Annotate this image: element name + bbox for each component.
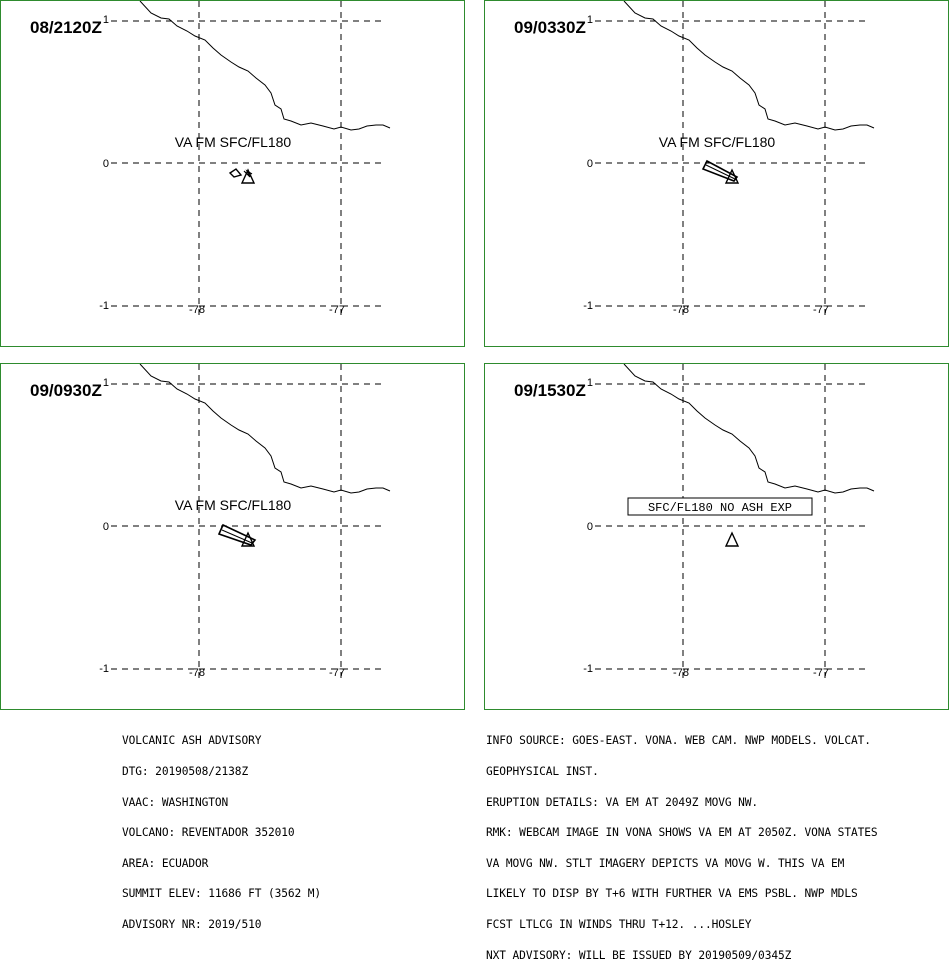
no-ash-label-box [627,497,813,516]
volcano-triangle-icon [724,531,740,547]
advisory-remark-3: LIKELY TO DISP BY T+6 WITH FURTHER VA EM… [486,887,858,901]
map-canvas: 1 0 -1 -78 -77 SFC/FL180 NO ASH EXP [583,364,875,680]
ash-forecast-label: SFC/FL180 NO ASH EXP [648,501,792,515]
lat-label: 0 [103,521,109,533]
coastline [623,1,875,131]
lat-label: 1 [587,377,593,389]
advisory-vaac: VAAC: WASHINGTON [122,795,229,809]
lat-label: 1 [103,377,109,389]
lon-label: -78 [189,667,205,679]
map-panel-1: 1 0 -1 -78 -77 VA FM SFC/FL180 08/2120Z [0,0,465,347]
lon-label: -77 [813,304,829,316]
graticule [111,1,386,317]
panel-time-title: 09/0930Z [30,381,102,400]
advisory-remark-4: FCST LTLCG IN WINDS THRU T+12. ...HOSLEY [486,917,752,931]
lat-label: 1 [103,14,109,26]
advisory-left: VOLCANIC ASH ADVISORY DTG: 20190508/2138… [122,716,321,940]
advisory-right: INFO SOURCE: GOES-EAST. VONA. WEB CAM. N… [486,716,878,971]
advisory-number: ADVISORY NR: 2019/510 [122,917,262,931]
coastline [623,364,875,494]
advisory-remark-1: RMK: WEBCAM IMAGE IN VONA SHOWS VA EM AT… [486,826,878,840]
coastline [139,364,391,494]
ash-area-hatch [221,529,253,544]
advisory-remark-2: VA MOVG NW. STLT IMAGERY DEPICTS VA MOVG… [486,856,845,870]
lon-label: -78 [673,304,689,316]
advisory-info-source: INFO SOURCE: GOES-EAST. VONA. WEB CAM. N… [486,734,871,748]
ash-forecast-label: VA FM SFC/FL180 [175,134,292,150]
lat-label: 0 [587,521,593,533]
lat-label: 0 [587,158,593,170]
graticule [111,364,386,680]
ash-area-polygon [243,169,253,178]
advisory-dtg: DTG: 20190508/2138Z [122,765,249,778]
coastline [139,1,391,131]
lon-label: -77 [329,667,345,679]
ash-forecast-label: VA FM SFC/FL180 [175,497,292,513]
map-canvas: 1 0 -1 -78 -77 VA FM SFC/FL180 [99,1,391,317]
panel-time-title: 09/0330Z [514,18,586,37]
lon-label: -78 [189,304,205,316]
advisory-header: VOLCANIC ASH ADVISORY [122,734,262,748]
lon-label: -77 [813,667,829,679]
graticule [595,1,870,317]
volcano-triangle-icon [240,168,256,184]
ash-forecast-label: VA FM SFC/FL180 [659,134,776,150]
panel-time-title: 09/1530Z [514,381,586,400]
ash-area-polygon [701,159,739,182]
lat-label: -1 [99,663,109,675]
advisory-next: NXT ADVISORY: WILL BE ISSUED BY 20190509… [486,948,792,962]
map-canvas: 1 0 -1 -78 -77 VA FM SFC/FL180 [583,1,875,317]
ash-area-hatch [705,164,736,180]
graticule [595,364,870,680]
map-panel-4: 1 0 -1 -78 -77 SFC/FL180 NO ASH EXP 09/1530Z [484,363,949,710]
ash-area-polygon [228,168,243,178]
advisory-eruption: ERUPTION DETAILS: VA EM AT 2049Z MOVG NW… [486,795,759,809]
map-panel-2: 1 0 -1 -78 -77 VA FM SFC/FL180 09/0330Z [484,0,949,347]
ash-area-polygon [217,523,257,546]
advisory-summit: SUMMIT ELEV: 11686 FT (3562 M) [122,887,322,901]
lon-label: -77 [329,304,345,316]
lat-label: -1 [99,300,109,312]
lon-label: -78 [673,667,689,679]
lat-label: 1 [587,14,593,26]
advisory-volcano: VOLCANO: REVENTADOR 352010 [122,826,295,840]
lat-label: -1 [583,300,593,312]
advisory-info-source-cont: GEOPHYSICAL INST. [486,765,599,778]
advisory-area: AREA: ECUADOR [122,856,209,870]
lat-label: 0 [103,158,109,170]
panel-time-title: 08/2120Z [30,18,102,37]
map-panel-3: 1 0 -1 -78 -77 VA FM SFC/FL180 09/0930Z [0,363,465,710]
lat-label: -1 [583,663,593,675]
map-canvas: 1 0 -1 -78 -77 VA FM SFC/FL180 [99,364,391,680]
